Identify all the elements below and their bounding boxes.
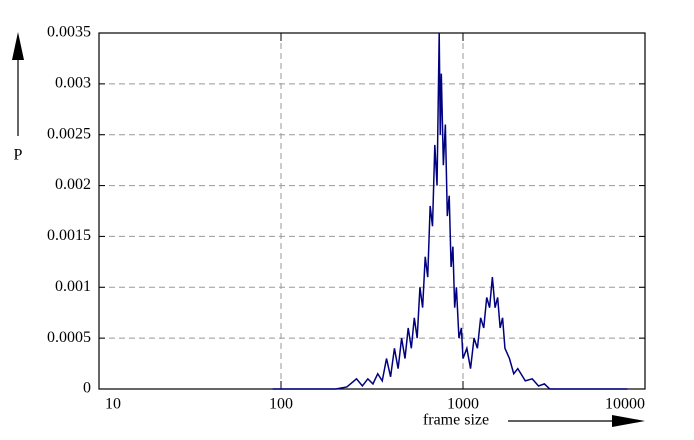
y-tick-label: 0.001 <box>55 278 91 295</box>
y-axis-arrowhead <box>12 32 24 60</box>
y-tick-label: 0.003 <box>55 75 91 92</box>
x-tick-label: 100 <box>269 396 293 413</box>
x-tick-label: 10000 <box>605 396 645 413</box>
x-tick-label: 10 <box>105 396 121 413</box>
plot-frame <box>98 32 646 390</box>
x-axis-label: frame size <box>423 412 489 429</box>
y-tick-label: 0 <box>83 380 91 397</box>
x-tick-label: 1000 <box>447 396 479 413</box>
y-tick-label: 0.002 <box>55 176 91 193</box>
y-axis-label: P <box>14 147 23 164</box>
y-tick-label: 0.0025 <box>47 125 91 142</box>
y-tick-label: 0.0035 <box>47 24 91 41</box>
data-line <box>272 32 628 390</box>
y-tick-label: 0.0015 <box>47 227 91 244</box>
y-tick-label: 0.0005 <box>47 329 91 346</box>
x-axis-arrowhead <box>612 415 645 427</box>
